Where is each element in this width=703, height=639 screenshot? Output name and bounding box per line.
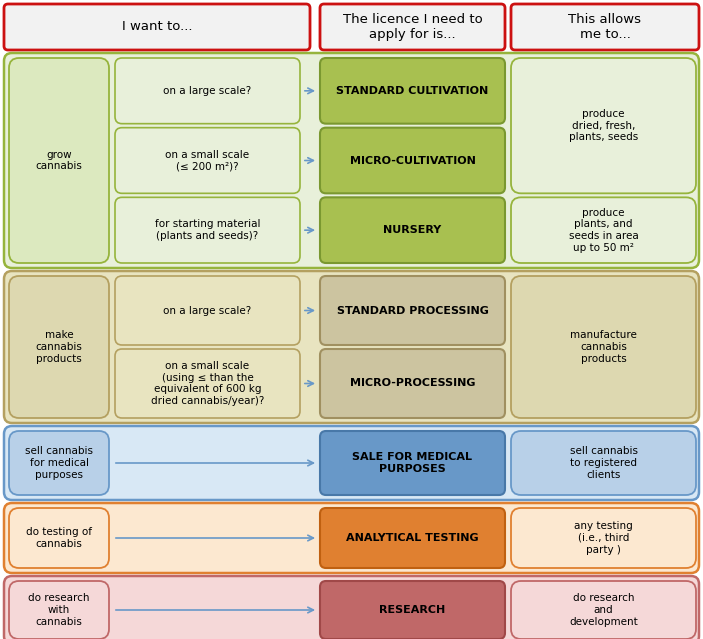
Text: on a small scale
(using ≤ than the
equivalent of 600 kg
dried cannabis/year)?: on a small scale (using ≤ than the equiv…: [151, 361, 264, 406]
Text: do testing of
cannabis: do testing of cannabis: [26, 527, 92, 549]
FancyBboxPatch shape: [115, 58, 300, 124]
FancyBboxPatch shape: [320, 508, 505, 568]
Text: on a large scale?: on a large scale?: [163, 86, 252, 96]
Text: do research
and
development: do research and development: [569, 594, 638, 627]
Text: for starting material
(plants and seeds)?: for starting material (plants and seeds)…: [155, 219, 260, 241]
FancyBboxPatch shape: [4, 53, 699, 268]
FancyBboxPatch shape: [511, 58, 696, 194]
FancyBboxPatch shape: [4, 503, 699, 573]
Text: STANDARD PROCESSING: STANDARD PROCESSING: [337, 305, 489, 316]
FancyBboxPatch shape: [511, 431, 696, 495]
Text: SALE FOR MEDICAL
PURPOSES: SALE FOR MEDICAL PURPOSES: [352, 452, 472, 473]
FancyBboxPatch shape: [9, 58, 109, 263]
FancyBboxPatch shape: [9, 276, 109, 418]
FancyBboxPatch shape: [115, 276, 300, 345]
Text: do research
with
cannabis: do research with cannabis: [28, 594, 90, 627]
Text: RESEARCH: RESEARCH: [380, 605, 446, 615]
Text: The licence I need to
apply for is...: The licence I need to apply for is...: [342, 13, 482, 41]
Text: ANALYTICAL TESTING: ANALYTICAL TESTING: [346, 533, 479, 543]
FancyBboxPatch shape: [320, 128, 505, 194]
FancyBboxPatch shape: [9, 581, 109, 639]
FancyBboxPatch shape: [115, 128, 300, 194]
Text: MICRO-PROCESSING: MICRO-PROCESSING: [350, 378, 475, 389]
Text: sell cannabis
for medical
purposes: sell cannabis for medical purposes: [25, 447, 93, 480]
Text: on a small scale
(≤ 200 m²)?: on a small scale (≤ 200 m²)?: [165, 150, 250, 171]
FancyBboxPatch shape: [320, 197, 505, 263]
FancyBboxPatch shape: [511, 197, 696, 263]
Text: manufacture
cannabis
products: manufacture cannabis products: [570, 330, 637, 364]
FancyBboxPatch shape: [4, 271, 699, 423]
Text: make
cannabis
products: make cannabis products: [36, 330, 82, 364]
FancyBboxPatch shape: [9, 508, 109, 568]
Text: produce
dried, fresh,
plants, seeds: produce dried, fresh, plants, seeds: [569, 109, 638, 142]
FancyBboxPatch shape: [320, 58, 505, 124]
Text: on a large scale?: on a large scale?: [163, 305, 252, 316]
FancyBboxPatch shape: [511, 581, 696, 639]
FancyBboxPatch shape: [4, 426, 699, 500]
Text: STANDARD CULTIVATION: STANDARD CULTIVATION: [336, 86, 489, 96]
Text: any testing
(i.e., third
party ): any testing (i.e., third party ): [574, 521, 633, 555]
FancyBboxPatch shape: [511, 508, 696, 568]
FancyBboxPatch shape: [320, 349, 505, 418]
Text: I want to...: I want to...: [122, 20, 192, 33]
FancyBboxPatch shape: [4, 576, 699, 639]
Text: This allows
me to...: This allows me to...: [569, 13, 642, 41]
Text: grow
cannabis: grow cannabis: [36, 150, 82, 171]
Text: MICRO-CULTIVATION: MICRO-CULTIVATION: [349, 155, 475, 166]
FancyBboxPatch shape: [320, 276, 505, 345]
FancyBboxPatch shape: [320, 431, 505, 495]
FancyBboxPatch shape: [511, 276, 696, 418]
FancyBboxPatch shape: [9, 431, 109, 495]
FancyBboxPatch shape: [115, 349, 300, 418]
FancyBboxPatch shape: [4, 4, 310, 50]
FancyBboxPatch shape: [320, 4, 505, 50]
FancyBboxPatch shape: [115, 197, 300, 263]
Text: NURSERY: NURSERY: [383, 225, 441, 235]
Text: produce
plants, and
seeds in area
up to 50 m²: produce plants, and seeds in area up to …: [569, 208, 638, 252]
FancyBboxPatch shape: [511, 4, 699, 50]
Text: sell cannabis
to registered
clients: sell cannabis to registered clients: [569, 447, 638, 480]
FancyBboxPatch shape: [320, 581, 505, 639]
